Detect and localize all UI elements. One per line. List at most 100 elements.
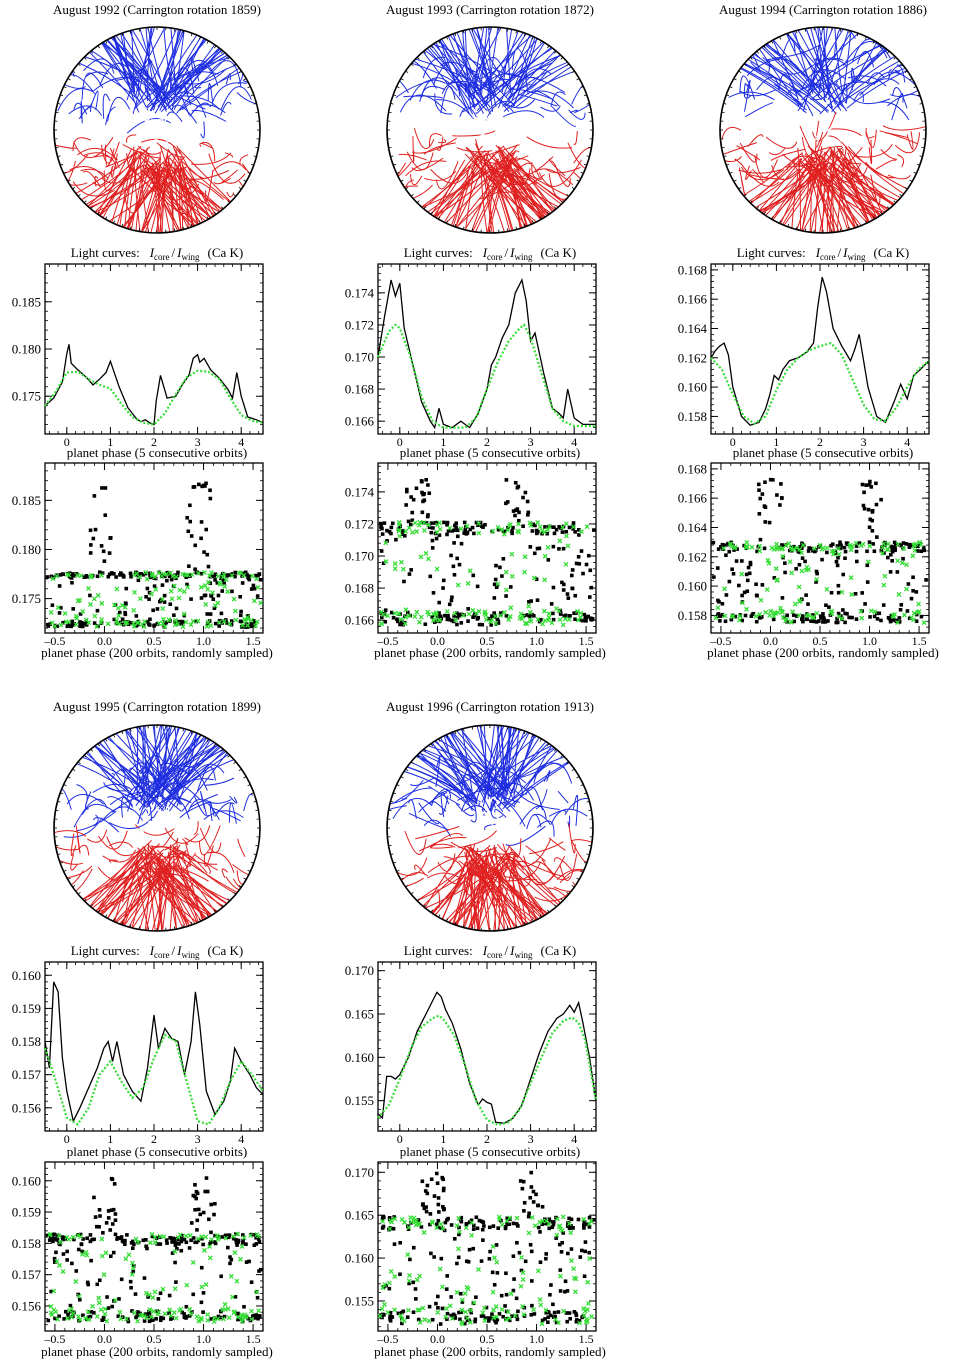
data-point xyxy=(162,593,167,598)
title-part: / xyxy=(172,245,176,260)
data-point xyxy=(821,620,825,624)
data-point xyxy=(181,619,185,624)
data-point xyxy=(141,1238,146,1243)
data-point xyxy=(69,624,73,629)
field-loop xyxy=(811,166,847,188)
field-loop xyxy=(720,52,740,72)
y-tick-label: 0.162 xyxy=(678,549,707,564)
data-point xyxy=(587,1250,591,1255)
data-point xyxy=(45,575,50,579)
data-point xyxy=(229,1257,234,1262)
field-core xyxy=(160,811,165,816)
field-diagram xyxy=(53,26,261,234)
model-point xyxy=(910,553,916,559)
title-part: core xyxy=(487,252,503,262)
data-point xyxy=(525,499,530,504)
model-point xyxy=(508,605,514,611)
x-tick-label: –0.5 xyxy=(43,1332,65,1346)
field-loop xyxy=(857,50,875,68)
data-point xyxy=(147,1314,151,1319)
field-loop xyxy=(427,872,463,880)
x-tick-label: 3 xyxy=(528,435,534,449)
model-point xyxy=(255,584,261,590)
field-loop xyxy=(481,73,521,87)
model-point xyxy=(146,1292,152,1298)
data-point xyxy=(505,1221,509,1225)
model-point xyxy=(190,1259,196,1265)
data-point xyxy=(411,497,416,502)
field-loop xyxy=(455,803,475,817)
limb-tick xyxy=(580,784,584,787)
field-loop xyxy=(92,165,114,186)
limb-tick xyxy=(400,877,404,880)
model-point xyxy=(423,550,429,556)
model-point xyxy=(54,1258,60,1264)
x-tick-label: 0.5 xyxy=(480,634,495,648)
model-point xyxy=(493,620,499,626)
limb-tick xyxy=(515,30,518,34)
field-loop xyxy=(196,104,226,114)
field-core xyxy=(155,126,159,130)
limb-tick xyxy=(446,734,449,738)
data-point xyxy=(211,597,216,602)
field-loop xyxy=(54,70,86,89)
field-line xyxy=(72,725,152,809)
data-point xyxy=(406,519,411,524)
field-loop xyxy=(556,868,585,880)
limb-tick xyxy=(856,223,859,227)
model-point xyxy=(379,621,385,627)
field-loop xyxy=(209,801,215,822)
data-point xyxy=(504,501,508,506)
limb-tick xyxy=(416,200,420,204)
field-loop xyxy=(204,777,235,786)
model-point xyxy=(226,1315,232,1321)
data-point xyxy=(511,509,516,513)
data-point xyxy=(579,549,584,553)
limb-tick xyxy=(182,30,185,34)
data-point xyxy=(437,533,442,537)
field-core xyxy=(497,141,501,146)
data-point xyxy=(108,536,113,540)
field-core xyxy=(496,817,501,821)
field-loop xyxy=(569,109,578,114)
field-core xyxy=(807,116,811,121)
field-loop xyxy=(441,82,462,94)
field-loop xyxy=(743,79,751,112)
title-part: (Ca K) xyxy=(874,245,910,260)
data-point xyxy=(588,616,593,620)
field-loop xyxy=(169,778,214,792)
field-loop xyxy=(435,755,441,787)
field-line xyxy=(480,855,515,931)
model-point xyxy=(383,540,389,546)
data-point xyxy=(537,546,542,551)
limb-tick xyxy=(547,211,550,215)
field-line xyxy=(76,27,175,113)
field-core xyxy=(509,821,513,825)
data-point xyxy=(176,570,180,575)
limb-tick xyxy=(872,216,875,220)
field-loop xyxy=(154,156,185,178)
data-point xyxy=(103,486,108,490)
data-point xyxy=(573,530,577,534)
data-point xyxy=(90,1237,94,1242)
field-loop xyxy=(184,825,211,843)
limb-tick xyxy=(182,728,185,732)
data-point xyxy=(805,617,809,622)
data-point xyxy=(62,1317,66,1321)
x-tick-label: 1 xyxy=(107,1132,113,1146)
model-point xyxy=(221,619,227,624)
field-line xyxy=(176,145,243,233)
data-point xyxy=(881,603,886,607)
field-loop xyxy=(474,853,518,879)
x-tick-label: 3 xyxy=(195,1132,201,1146)
data-point xyxy=(238,613,243,618)
data-point xyxy=(65,1249,69,1254)
limb-tick xyxy=(63,86,67,89)
field-loop xyxy=(846,147,863,166)
data-point xyxy=(528,545,533,549)
limb-tick xyxy=(729,171,733,174)
model-point xyxy=(205,619,211,625)
data-point xyxy=(552,531,557,536)
field-loop xyxy=(105,106,116,126)
